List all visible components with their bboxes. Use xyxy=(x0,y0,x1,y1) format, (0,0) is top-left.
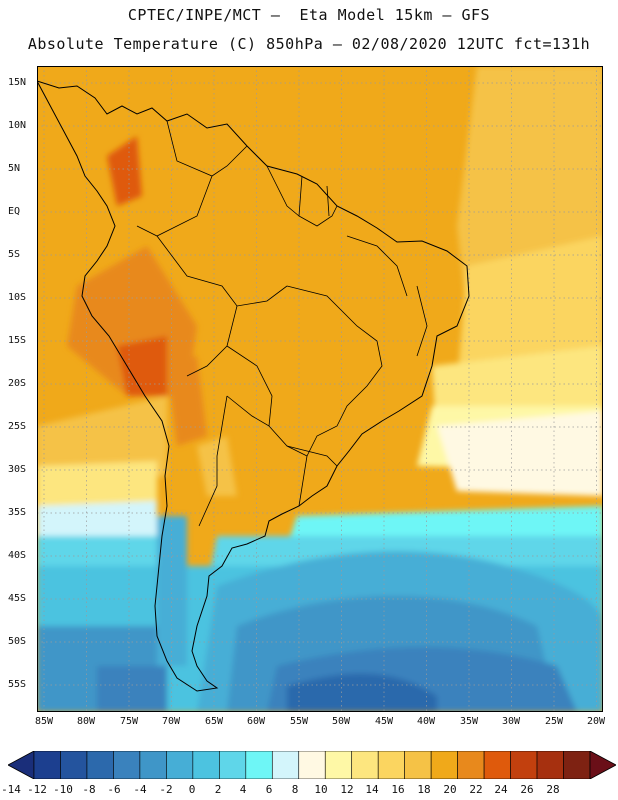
colorbar-swatch xyxy=(245,751,273,779)
colorbar-swatch xyxy=(139,751,167,779)
colorbar xyxy=(8,751,616,779)
lat-label: 15S xyxy=(8,335,27,346)
colorbar-label: -14 xyxy=(1,783,21,796)
lon-label: 65W xyxy=(204,716,224,727)
colorbar-label: -4 xyxy=(133,783,147,796)
colorbar-label: -2 xyxy=(159,783,173,796)
lat-label: 10N xyxy=(8,120,27,131)
lon-label: 70W xyxy=(161,716,181,727)
colorbar-label: 0 xyxy=(188,783,196,796)
colorbar-swatch xyxy=(86,751,114,779)
lat-label: 55S xyxy=(8,679,27,690)
colorbar-arrow-left xyxy=(8,751,35,779)
lon-label: 85W xyxy=(34,716,54,727)
lon-label: 20W xyxy=(586,716,606,727)
colorbar-swatch xyxy=(271,751,300,779)
map-title-line2: Absolute Temperature (C) 850hPa – 02/08/… xyxy=(27,35,591,53)
lon-label: 60W xyxy=(246,716,266,727)
colorbar-swatch xyxy=(113,751,141,779)
colorbar-swatch xyxy=(563,751,591,779)
colorbar-swatch xyxy=(404,751,432,779)
colorbar-swatch xyxy=(510,751,538,779)
lat-label: 45S xyxy=(8,593,27,604)
lat-label: 20S xyxy=(8,378,27,389)
colorbar-label: 28 xyxy=(546,783,560,796)
lon-label: 55W xyxy=(289,716,309,727)
lon-label: 45W xyxy=(374,716,394,727)
lat-label: 40S xyxy=(8,550,27,561)
colorbar-swatch xyxy=(324,751,353,779)
colorbar-swatch xyxy=(536,751,564,779)
colorbar-label: 10 xyxy=(314,783,328,796)
colorbar-label: 16 xyxy=(391,783,405,796)
colorbar-swatch xyxy=(192,751,220,779)
colorbar-label: -12 xyxy=(27,783,47,796)
colorbar-label: 2 xyxy=(214,783,222,796)
colorbar-label: 18 xyxy=(417,783,431,796)
colorbar-label: 20 xyxy=(443,783,457,796)
colorbar-swatch xyxy=(298,751,326,779)
colorbar-swatch xyxy=(377,751,405,779)
colorbar-swatch xyxy=(457,751,485,779)
lon-label: 50W xyxy=(331,716,351,727)
lat-label: 30S xyxy=(8,464,27,475)
lon-label: 35W xyxy=(459,716,479,727)
colorbar-swatch xyxy=(166,751,194,779)
lon-label: 30W xyxy=(501,716,521,727)
lat-label: 50S xyxy=(8,636,27,647)
colorbar-arrow-right xyxy=(589,751,616,779)
colorbar-swatch xyxy=(430,751,458,779)
colorbar-swatch xyxy=(351,751,379,779)
lat-label: 35S xyxy=(8,507,27,518)
map-title-line1: CPTEC/INPE/MCT – Eta Model 15km – GFS xyxy=(127,6,491,24)
colorbar-label: 22 xyxy=(469,783,483,796)
temperature-map xyxy=(37,66,603,712)
colorbar-swatch xyxy=(60,751,88,779)
lat-label: 5S xyxy=(8,249,21,260)
lat-label: EQ xyxy=(8,206,21,217)
colorbar-label: -10 xyxy=(53,783,73,796)
colorbar-label: 24 xyxy=(494,783,508,796)
colorbar-label: 26 xyxy=(520,783,534,796)
lat-label: 25S xyxy=(8,421,27,432)
lon-label: 25W xyxy=(544,716,564,727)
colorbar-label: -8 xyxy=(82,783,96,796)
lon-label: 40W xyxy=(416,716,436,727)
lon-label: 80W xyxy=(76,716,96,727)
lon-label: 75W xyxy=(119,716,139,727)
colorbar-swatch xyxy=(483,751,511,779)
colorbar-label: 8 xyxy=(291,783,299,796)
lat-label: 15N xyxy=(8,77,27,88)
colorbar-label: 4 xyxy=(239,783,247,796)
lat-label: 10S xyxy=(8,292,27,303)
colorbar-label: 6 xyxy=(265,783,273,796)
continent-outline xyxy=(37,80,470,692)
colorbar-label: 12 xyxy=(340,783,354,796)
colorbar-label: 14 xyxy=(365,783,379,796)
colorbar-swatch xyxy=(219,751,247,779)
lat-label: 5N xyxy=(8,163,21,174)
colorbar-label: -6 xyxy=(107,783,121,796)
colorbar-swatch xyxy=(33,751,61,779)
